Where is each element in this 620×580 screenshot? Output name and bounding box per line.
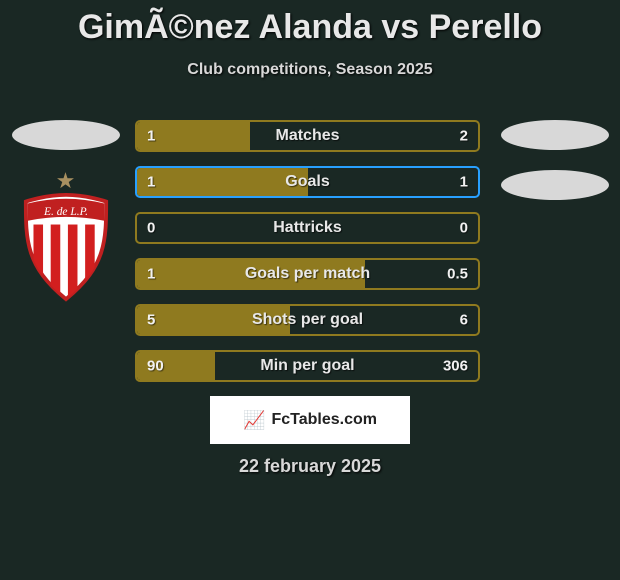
stat-right-value: 1 bbox=[460, 174, 468, 191]
comparison-stats: 1Matches21Goals10Hattricks01Goals per ma… bbox=[135, 120, 480, 382]
stat-row: 90Min per goal306 bbox=[135, 350, 480, 382]
stat-row: 0Hattricks0 bbox=[135, 212, 480, 244]
stat-right-value: 6 bbox=[460, 312, 468, 329]
player-photo-placeholder-right-1 bbox=[501, 120, 609, 150]
page-title: GimÃ©nez Alanda vs Perello bbox=[0, 0, 620, 47]
branding-text: FcTables.com bbox=[271, 411, 377, 429]
star-icon: ★ bbox=[56, 170, 76, 192]
club-badge-left: ★ E. de L.P. bbox=[16, 170, 116, 300]
player-photo-placeholder-right-2 bbox=[501, 170, 609, 200]
stat-right-value: 0.5 bbox=[447, 266, 468, 283]
stat-label: Shots per goal bbox=[137, 311, 478, 329]
date-label: 22 february 2025 bbox=[0, 456, 620, 477]
stat-label: Min per goal bbox=[137, 357, 478, 375]
stat-right-value: 306 bbox=[443, 358, 468, 375]
right-player-column bbox=[497, 120, 612, 200]
branding-banner: 📈 FcTables.com bbox=[210, 396, 410, 444]
stat-row: 5Shots per goal6 bbox=[135, 304, 480, 336]
stat-label: Goals bbox=[137, 173, 478, 191]
left-player-column: ★ E. de L.P. bbox=[8, 120, 123, 300]
stat-right-value: 2 bbox=[460, 128, 468, 145]
page-subtitle: Club competitions, Season 2025 bbox=[0, 61, 620, 79]
stat-right-value: 0 bbox=[460, 220, 468, 237]
stat-label: Matches bbox=[137, 127, 478, 145]
stat-row: 1Goals1 bbox=[135, 166, 480, 198]
stat-row: 1Matches2 bbox=[135, 120, 480, 152]
shield-icon: E. de L.P. bbox=[18, 192, 114, 302]
chart-icon: 📈 bbox=[243, 411, 265, 429]
stat-row: 1Goals per match0.5 bbox=[135, 258, 480, 290]
stat-label: Hattricks bbox=[137, 219, 478, 237]
stat-label: Goals per match bbox=[137, 265, 478, 283]
player-photo-placeholder-left bbox=[12, 120, 120, 150]
badge-banner-text: E. de L.P. bbox=[42, 206, 87, 218]
